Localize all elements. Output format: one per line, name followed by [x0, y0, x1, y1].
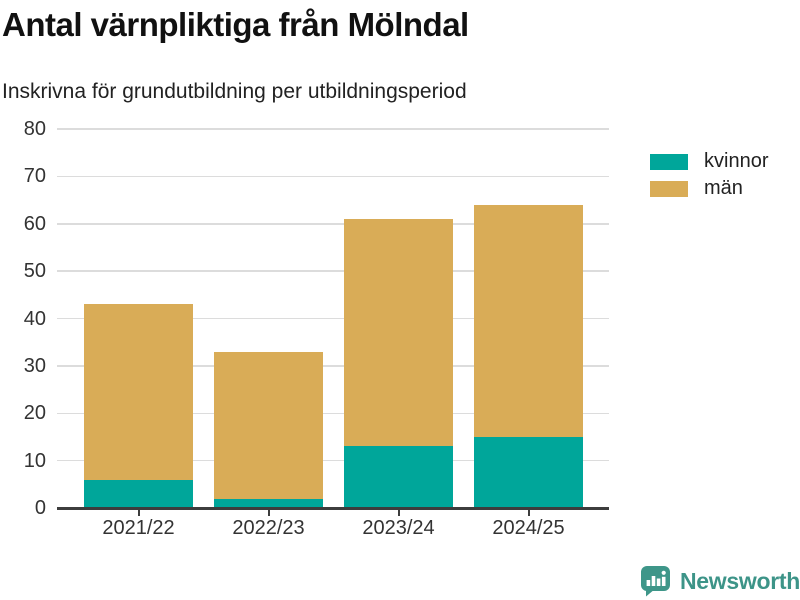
legend-label-kvinnor: kvinnor — [704, 150, 769, 172]
brand-name: Newsworthy — [680, 567, 800, 594]
x-tick-2021/22 — [137, 509, 140, 516]
gridline-30 — [57, 365, 609, 367]
chart-legend: kvinnor män — [650, 148, 768, 202]
x-tick-label-2021/22: 2021/22 — [102, 517, 175, 539]
x-tick-2022/23 — [267, 509, 270, 516]
chart-subtitle: Inskrivna för grundutbildning per utbild… — [2, 80, 467, 103]
y-tick-label-70: 70 — [23, 165, 46, 188]
legend-item-kvinnor: kvinnor — [650, 148, 768, 175]
gridline-20 — [57, 412, 609, 414]
legend-item-män: män — [650, 175, 768, 202]
bar-segment-kvinnor-2022/23 — [214, 498, 323, 508]
newsworthy-logo-icon — [641, 566, 670, 597]
bar-segment-kvinnor-2023/24 — [344, 446, 453, 508]
bar-segment-kvinnor-2024/25 — [474, 436, 583, 508]
legend-swatch-män — [650, 180, 688, 197]
y-tick-label-60: 60 — [23, 212, 46, 235]
bar-2023/24 — [344, 129, 453, 508]
bar-segment-män-2023/24 — [344, 219, 453, 447]
legend-label-män: män — [704, 177, 743, 199]
gridline-40 — [57, 317, 609, 320]
legend-swatch-kvinnor — [650, 153, 688, 170]
y-tick-label-10: 10 — [23, 449, 46, 472]
bar-segment-kvinnor-2021/22 — [84, 479, 193, 508]
bar-segment-män-2021/22 — [84, 304, 193, 480]
bar-segment-män-2024/25 — [474, 204, 583, 437]
y-tick-label-0: 0 — [34, 497, 46, 519]
y-tick-label-40: 40 — [23, 307, 46, 330]
x-tick-label-2024/25: 2024/25 — [492, 517, 565, 539]
bar-2021/22 — [84, 129, 193, 508]
x-tick-label-2022/23: 2022/23 — [232, 517, 305, 539]
gridline-50 — [57, 270, 609, 272]
gridline-10 — [57, 459, 609, 462]
gridline-60 — [57, 223, 609, 225]
brand-footer: Newsworthy — [639, 564, 800, 598]
bar-2022/23 — [214, 129, 323, 508]
y-tick-label-20: 20 — [23, 402, 46, 425]
y-tick-label-30: 30 — [23, 354, 46, 377]
bar-2024/25 — [474, 129, 583, 508]
chart-title: Antal värnpliktiga från Mölndal — [2, 6, 469, 43]
y-tick-label-50: 50 — [23, 260, 46, 283]
x-tick-2024/25 — [527, 509, 530, 516]
gridline-80 — [57, 128, 609, 130]
x-tick-label-2023/24: 2023/24 — [362, 517, 435, 539]
plot-area — [57, 128, 609, 508]
y-tick-label-80: 80 — [23, 118, 46, 140]
x-axis-line — [57, 506, 609, 510]
x-tick-2023/24 — [397, 509, 400, 516]
gridline-70 — [57, 175, 609, 178]
bar-segment-män-2022/23 — [214, 351, 323, 499]
